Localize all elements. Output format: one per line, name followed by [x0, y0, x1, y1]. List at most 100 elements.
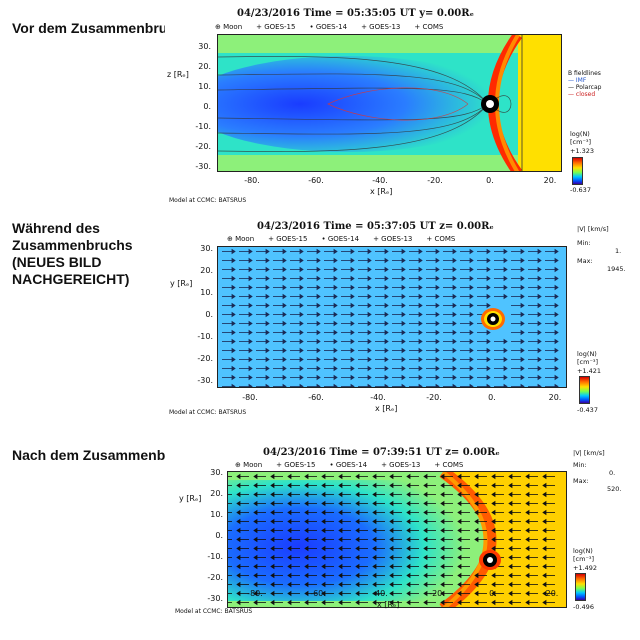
velocity-arrowhead	[406, 590, 411, 597]
velocity-arrowhead	[389, 536, 394, 543]
velocity-arrowhead	[270, 599, 275, 606]
y-tick: 0.	[205, 310, 213, 319]
velocity-arrowhead	[406, 536, 411, 543]
velocity-arrowhead	[435, 338, 440, 345]
velocity-arrowhead	[316, 374, 321, 381]
colorbar-min: -0.637	[570, 186, 591, 194]
velocity-arrowhead	[253, 536, 258, 543]
x-axis-label: x [Rₑ]	[370, 187, 393, 196]
velocity-arrowhead	[406, 482, 411, 489]
velocity-arrowhead	[435, 284, 440, 291]
velocity-arrowhead	[440, 599, 445, 606]
velocity-arrowhead	[231, 374, 236, 381]
velocity-arrowhead	[406, 581, 411, 588]
velocity-arrowhead	[537, 275, 542, 282]
velocity-arrowhead	[389, 545, 394, 552]
velocity-arrowhead	[248, 311, 253, 318]
velocity-arrowhead	[265, 284, 270, 291]
velocity-arrowhead	[253, 509, 258, 516]
velocity-arrowhead	[372, 473, 377, 480]
velocity-arrowhead	[554, 383, 559, 387]
velocity-arrowhead	[474, 572, 479, 579]
velocity-arrowhead	[367, 347, 372, 354]
velocity-arrowhead	[287, 590, 292, 597]
y-tick: 20.	[198, 62, 211, 71]
colorbar-min: -0.437	[577, 406, 598, 414]
velocity-arrowhead	[520, 311, 525, 318]
velocity-arrowhead	[384, 338, 389, 345]
velocity-arrowhead	[384, 347, 389, 354]
velocity-arrowhead	[338, 545, 343, 552]
velocity-min: 1.	[615, 247, 622, 255]
velocity-arrowhead	[520, 266, 525, 273]
plot-title: 04/23/2016 Time = 07:39:51 UT z= 0.00Rₑ	[263, 447, 500, 458]
velocity-arrowhead	[406, 572, 411, 579]
velocity-arrowhead	[321, 590, 326, 597]
velocity-arrowhead	[316, 275, 321, 282]
velocity-arrowhead	[503, 365, 508, 372]
velocity-arrowhead	[469, 275, 474, 282]
velocity-arrowhead	[486, 293, 491, 300]
velocity-arrowhead	[525, 599, 530, 606]
velocity-arrowhead	[525, 572, 530, 579]
velocity-arrowhead	[253, 572, 258, 579]
velocity-arrowhead	[474, 599, 479, 606]
velocity-arrowhead	[418, 374, 423, 381]
velocity-arrowhead	[338, 554, 343, 561]
velocity-arrowhead	[282, 365, 287, 372]
velocity-arrowhead	[350, 257, 355, 264]
velocity-arrowhead	[469, 347, 474, 354]
velocity-arrowhead	[435, 356, 440, 363]
velocity-arrowhead	[304, 599, 309, 606]
velocity-arrowhead	[423, 581, 428, 588]
velocity-arrowhead	[287, 572, 292, 579]
velocity-arrowhead	[248, 338, 253, 345]
velocity-arrowhead	[406, 545, 411, 552]
velocity-arrowhead	[282, 293, 287, 300]
velocity-arrowhead	[542, 581, 547, 588]
velocity-arrowhead	[248, 347, 253, 354]
heading-line: Vor dem Zusammenbruch	[12, 20, 184, 36]
velocity-arrowhead	[231, 356, 236, 363]
velocity-arrowhead	[491, 491, 496, 498]
velocity-arrowhead	[474, 527, 479, 534]
velocity-arrowhead	[350, 383, 355, 387]
velocity-arrowhead	[491, 527, 496, 534]
y-axis-label: y [Rₑ]	[170, 279, 193, 288]
velocity-arrowhead	[542, 563, 547, 570]
velocity-arrowhead	[384, 365, 389, 372]
legend-item-goes15: + GOES-15	[276, 461, 316, 469]
velocity-arrowhead	[355, 473, 360, 480]
velocity-arrowhead	[372, 500, 377, 507]
velocity-arrowhead	[372, 590, 377, 597]
velocity-arrowhead	[452, 374, 457, 381]
y-tick: 30.	[210, 468, 223, 477]
velocity-arrowhead	[508, 581, 513, 588]
velocity-arrowhead	[321, 536, 326, 543]
velocity-arrowhead	[350, 356, 355, 363]
velocity-arrowhead	[333, 356, 338, 363]
velocity-arrowhead	[440, 500, 445, 507]
velocity-arrowhead	[287, 599, 292, 606]
velocity-arrowhead	[486, 347, 491, 354]
velocity-arrowhead	[486, 284, 491, 291]
colorbar-unit: [cm⁻³]	[570, 138, 592, 146]
x-tick: 20.	[545, 589, 559, 598]
velocity-arrowhead	[236, 500, 241, 507]
velocity-arrowhead	[338, 581, 343, 588]
x-tick: 0.	[489, 589, 497, 598]
velocity-arrowhead	[316, 284, 321, 291]
velocity-arrowhead	[350, 329, 355, 336]
velocity-arrowhead	[503, 356, 508, 363]
velocity-arrowhead	[525, 527, 530, 534]
velocity-arrowhead	[537, 329, 542, 336]
velocity-arrowhead	[338, 482, 343, 489]
legend-item-goes15: + GOES-15	[268, 235, 308, 243]
velocity-arrowhead	[253, 482, 258, 489]
velocity-label: |V| [km/s]	[577, 225, 609, 233]
velocity-arrowhead	[486, 257, 491, 264]
velocity-arrowhead	[508, 509, 513, 516]
velocity-arrowhead	[469, 311, 474, 318]
velocity-arrowhead	[236, 599, 241, 606]
velocity-arrowhead	[520, 275, 525, 282]
